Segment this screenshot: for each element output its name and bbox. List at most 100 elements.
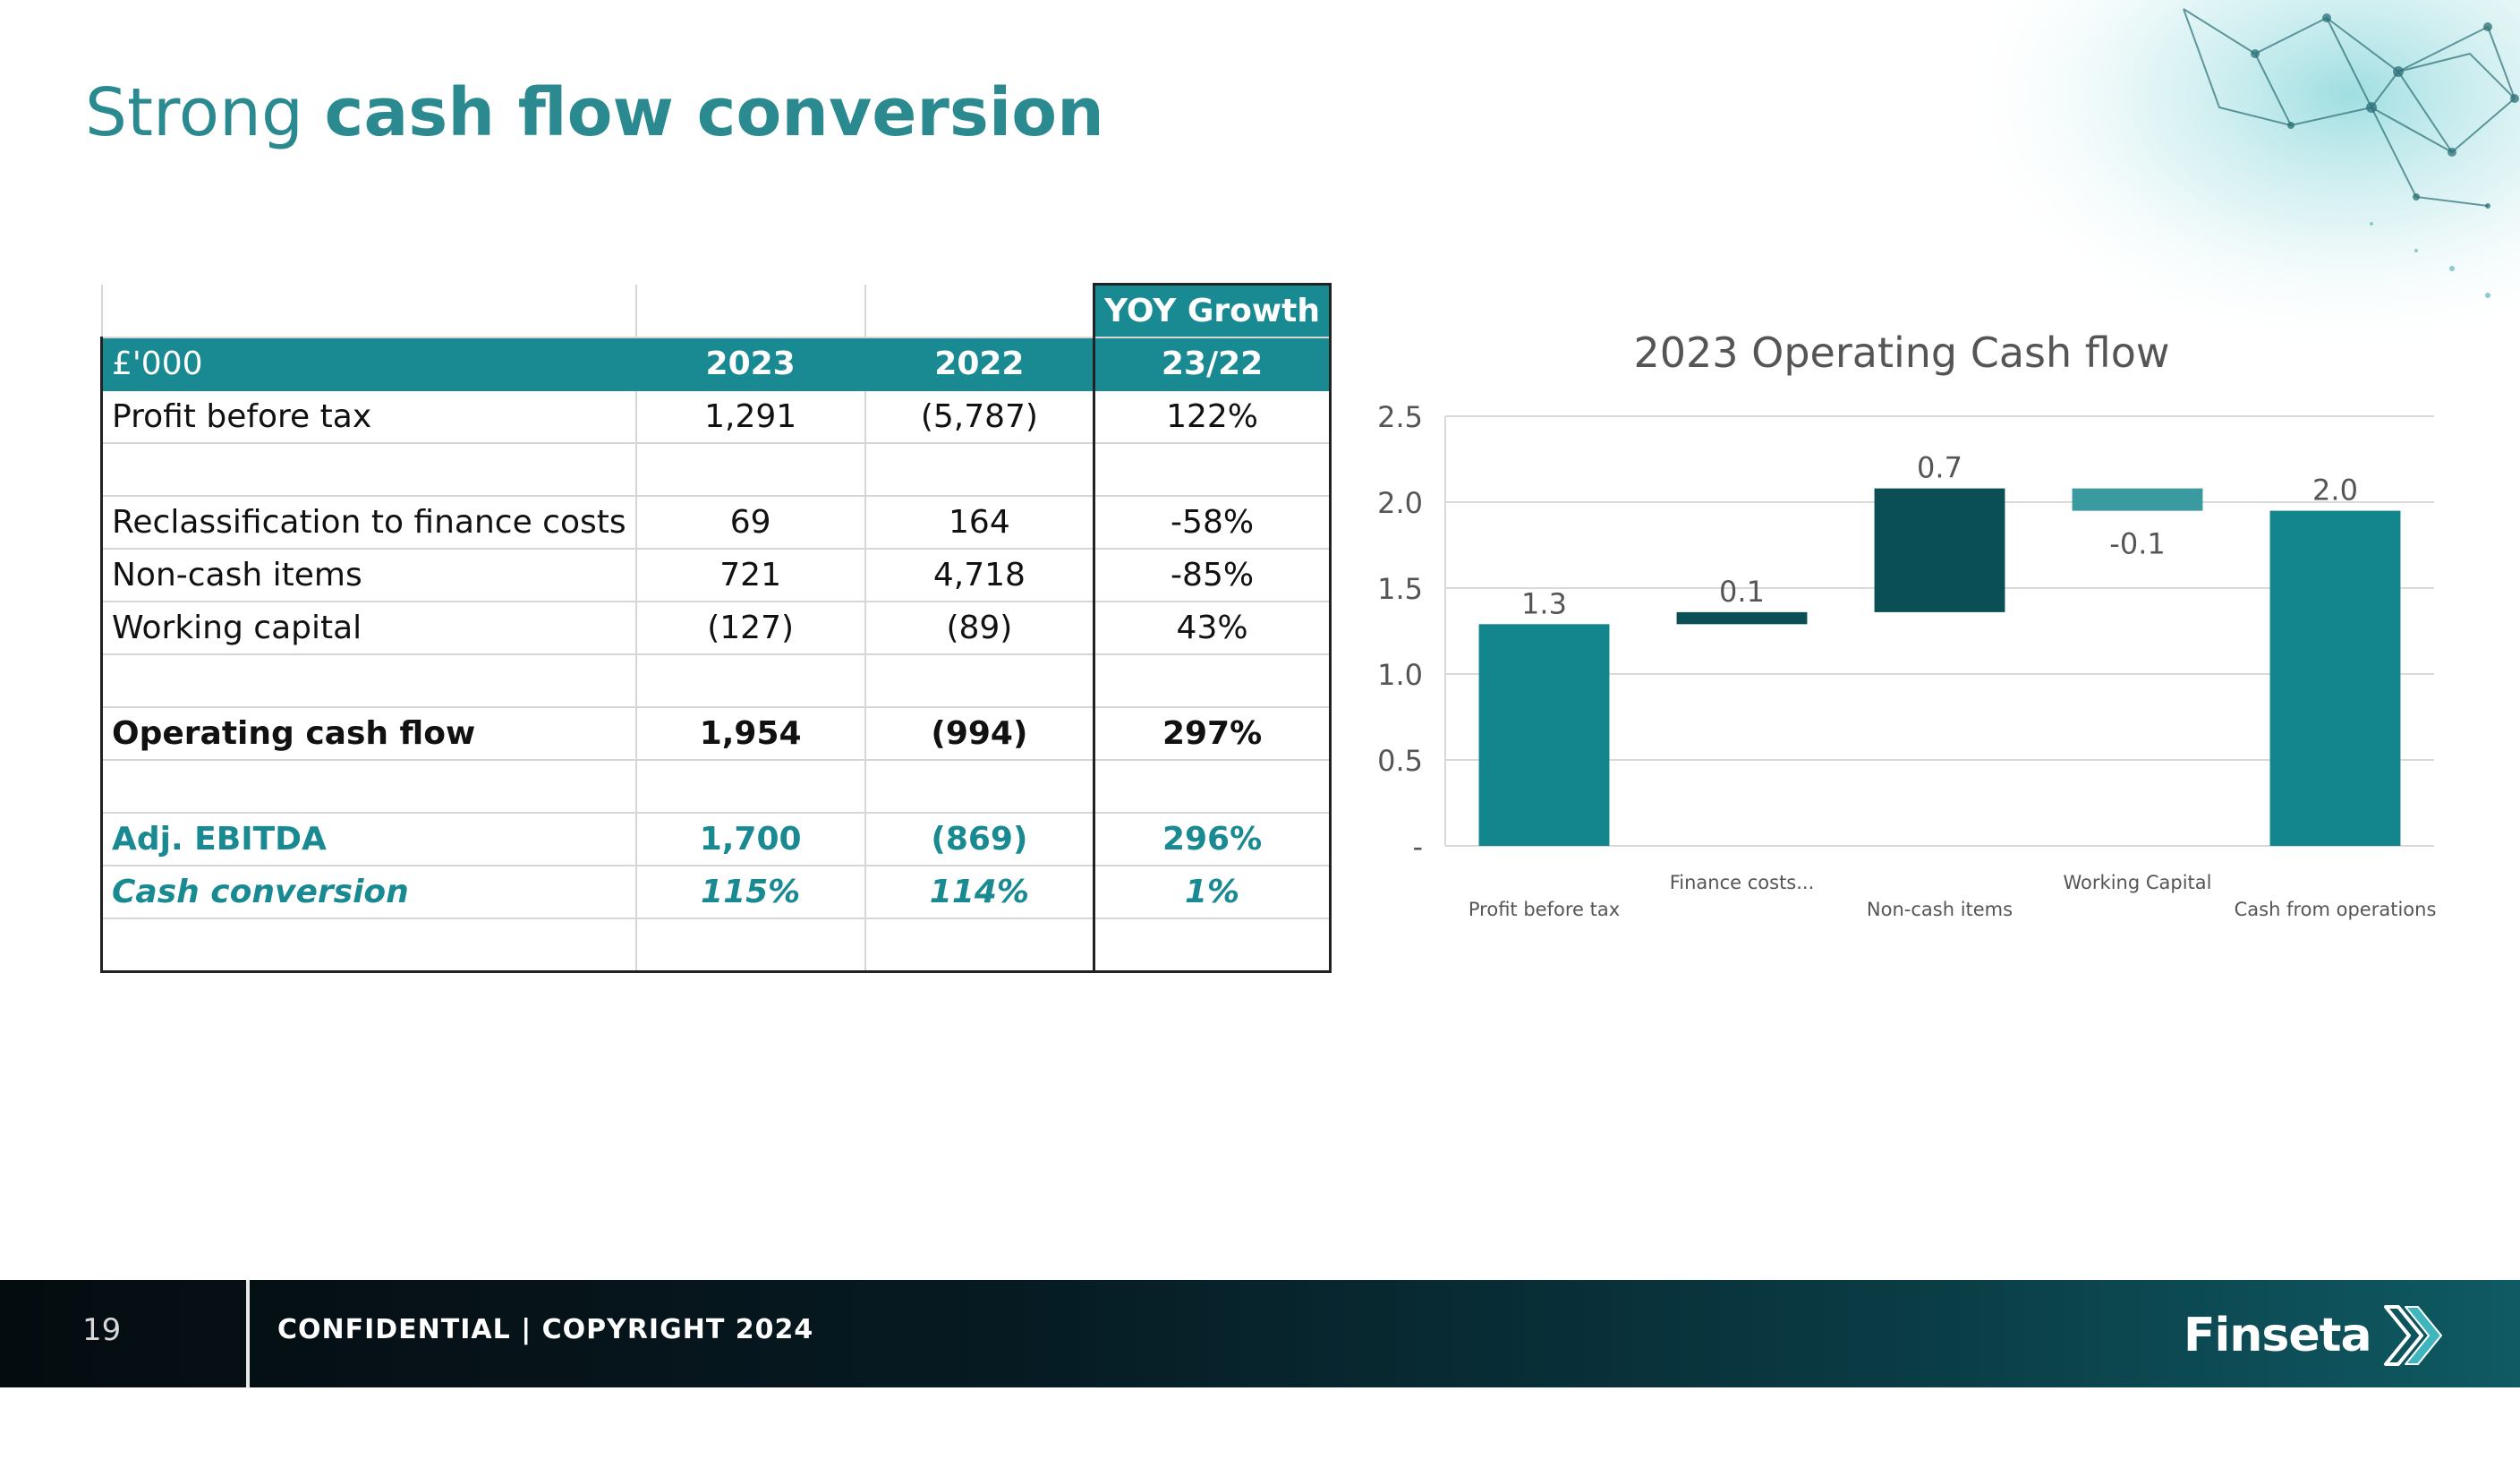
y-tick-label: 0.5 [1377,744,1423,778]
y-tick-label: 1.5 [1377,572,1423,606]
brand-logo: Finseta [2184,1300,2448,1371]
row-2022: (994) [864,706,1095,761]
x-tick-label: Working Capital [2064,872,2212,893]
table-row [99,653,1332,708]
brand-name: Finseta [2184,1309,2372,1362]
row-2023: 1,291 [634,389,866,444]
y-tick-label: 2.0 [1377,486,1423,520]
row-label: Non-cash items [99,548,637,602]
row-yoy: 1% [1093,865,1332,919]
network-graphic [1951,0,2520,376]
table-row: Working capital (127) (89) 43% [99,601,1332,655]
data-label: 0.7 [1917,451,1962,485]
row-yoy [1093,442,1332,497]
confidential-notice: CONFIDENTIAL | COPYRIGHT 2024 [277,1314,814,1345]
table-row: Reclassification to finance costs 69 164… [99,495,1332,550]
row-yoy [1093,759,1332,814]
row-2022 [864,442,1095,497]
row-2022: 114% [864,865,1095,919]
header-label: £'000 [99,337,637,391]
data-label: 2.0 [2312,474,2358,508]
table-row: Cash conversion 115% 114% 1% [99,865,1332,919]
y-tick-label: 1.0 [1377,658,1423,692]
data-labels: 1.3 0.1 0.7 -0.1 2.0 [1521,451,2358,621]
row-yoy [1093,653,1332,708]
chevron-logo-icon [2383,1305,2442,1366]
row-label: Working capital [99,601,637,655]
row-label [99,653,637,708]
row-2023 [634,759,866,814]
data-label: -0.1 [2109,527,2165,561]
page-title: Strong cash flow conversion [85,73,1104,153]
row-2023: (127) [634,601,866,655]
footer: 19 CONFIDENTIAL | COPYRIGHT 2024 Finseta [0,1280,2520,1387]
bar [1874,488,2005,612]
row-2022: (869) [864,812,1095,866]
bar [2072,488,2203,511]
row-label: Cash conversion [99,865,637,919]
financials-table: YOY Growth £'000 2023 2022 23/22 Profit … [99,283,1332,973]
bar [1478,624,1610,846]
y-axis: - 0.5 1.0 1.5 2.0 2.5 [1377,400,1446,864]
title-light: Strong [85,74,325,151]
row-2022: (5,787) [864,389,1095,444]
y-tick-label: - [1412,830,1423,864]
row-2022: (89) [864,601,1095,655]
x-tick-label: Cash from operations [2235,899,2437,920]
row-label: Profit before tax [99,389,637,444]
x-tick-label: Profit before tax [1469,899,1620,920]
row-yoy: -85% [1093,548,1332,602]
table-row [99,918,1332,973]
table-row [99,442,1332,497]
row-yoy: 296% [1093,812,1332,866]
row-label: Reclassification to finance costs [99,495,637,550]
header-yoy: 23/22 [1093,337,1332,391]
yoy-growth-header: YOY Growth [1093,283,1332,338]
row-2022 [864,759,1095,814]
table-row [99,759,1332,814]
row-2023: 115% [634,865,866,919]
table-header-row: £'000 2023 2022 23/22 [99,337,1332,391]
row-2022 [864,653,1095,708]
row-yoy: 297% [1093,706,1332,761]
x-axis: Profit before tax Finance costs... Non-cas… [1469,872,2437,920]
table-cell [634,284,866,338]
row-2022 [864,918,1095,973]
data-label: 0.1 [1719,575,1765,609]
table-row: Adj. EBITDA 1,700 (869) 296% [99,812,1332,866]
data-label: 1.3 [1521,586,1567,620]
table-cell [100,284,637,338]
x-tick-label: Non-cash items [1867,899,2013,920]
waterfall-chart: 2023 Operating Cash flow - 0.5 1.0 1.5 2.0 2.… [1377,329,2437,920]
row-label [99,442,637,497]
bar [2269,510,2401,846]
row-label: Operating cash flow [99,706,637,761]
footer-divider [246,1280,250,1387]
row-yoy: -58% [1093,495,1332,550]
row-label [99,759,637,814]
row-2023: 1,954 [634,706,866,761]
bar [1676,611,1808,625]
row-label: Adj. EBITDA [99,812,637,866]
table-row: Operating cash flow 1,954 (994) 297% [99,706,1332,761]
header-2023: 2023 [634,337,866,391]
table-row: Profit before tax 1,291 (5,787) 122% [99,389,1332,444]
table-top-row: YOY Growth [100,283,1332,338]
row-2022: 4,718 [864,548,1095,602]
y-tick-label: 2.5 [1377,400,1423,434]
page-number: 19 [82,1312,122,1348]
row-yoy: 43% [1093,601,1332,655]
row-2023 [634,442,866,497]
row-2023 [634,918,866,973]
row-yoy [1093,918,1332,973]
chart-title: 2023 Operating Cash flow [1633,329,2169,377]
row-2023: 69 [634,495,866,550]
row-2023 [634,653,866,708]
row-label [99,918,637,973]
row-2022: 164 [864,495,1095,550]
row-yoy: 122% [1093,389,1332,444]
table-row: Non-cash items 721 4,718 -85% [99,548,1332,602]
title-bold: cash flow conversion [324,74,1104,151]
x-tick-label: Finance costs... [1670,872,1815,893]
bars [1478,488,2401,846]
